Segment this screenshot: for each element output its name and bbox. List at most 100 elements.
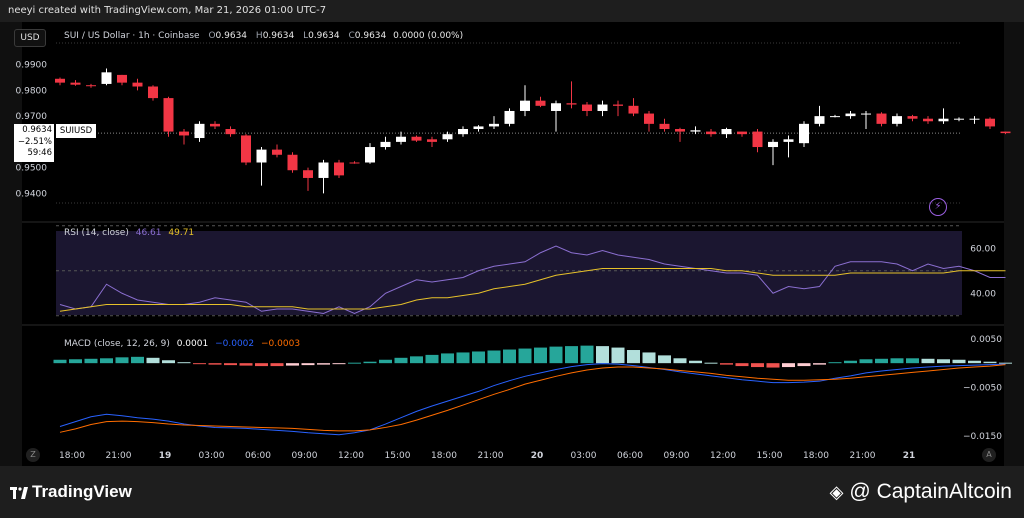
price-tick-label: 0.9400 [16,189,48,199]
macd-histogram-bar [534,347,547,364]
candle-body [303,170,313,178]
high-value: 0.9634 [262,31,295,41]
candle-body [721,129,732,135]
macd-histogram-bar [503,349,516,364]
candle-body [194,123,205,139]
tradingview-text: TradingView [32,482,132,501]
candle-body [923,118,933,122]
macd-histogram-bar [875,358,888,364]
time-tick-label: 18:00 [59,451,85,461]
last-price-box: 0.9634 −2.51% 59:46 [14,124,54,162]
candle-body [954,118,964,120]
macd-legend: MACD (close, 12, 26, 9) 0.0001 −0.0002 −… [64,339,300,349]
bar-countdown: 59:46 [27,148,53,158]
candle-body [504,110,515,124]
candle-body [969,118,980,120]
candle-body [349,162,360,164]
lightning-icon[interactable]: ⚡ [929,198,947,216]
macd-histogram-bar [193,363,206,365]
macd-legend-hist: 0.0001 [176,339,209,349]
macd-histogram-bar [270,363,284,367]
candle-body [334,162,344,176]
candle-body [690,130,701,132]
currency-badge[interactable]: USD [14,29,46,47]
candle-body [318,162,329,178]
last-price: 0.9634 [22,125,52,135]
candle-body [225,129,236,135]
captainaltcoin-logo: ◈ @ CaptainAltcoin [830,480,1012,504]
last-change: −2.51% [17,136,52,147]
chart-attribution: neeyi created with TradingView.com, Mar … [8,5,327,16]
macd-tick-label: 0.0050 [971,335,1003,345]
macd-histogram-bar [379,359,392,364]
time-tick-label: 09:00 [664,451,690,461]
candle-body [256,149,267,163]
candle-body [520,100,530,111]
candle-body [272,149,282,155]
candle-body [551,103,561,111]
candle-body [458,129,468,135]
macd-line [59,363,1006,436]
tradingview-mark-icon [10,482,28,502]
candle-body [163,98,174,132]
macd-histogram-bar [627,350,640,364]
change-value: 0.0000 (0.00%) [393,31,464,41]
candle-body [241,135,251,163]
tradingview-logo: TradingView [10,482,132,502]
macd-histogram-bar [255,363,268,367]
macd-histogram-bar [301,363,315,366]
macd-histogram-bar [611,347,625,364]
low-key: L [303,31,309,41]
macd-histogram-bar [704,362,718,364]
macd-histogram-bar [177,362,191,364]
time-tick-label: 12:00 [338,451,364,461]
corner-right[interactable]: A [982,448,996,462]
candle-body [287,154,298,171]
candle-body [582,104,592,111]
candle-body [473,126,484,130]
symbol-tag: SUIUSD [56,124,96,138]
candle-body [799,123,809,144]
candle-body [597,104,608,111]
candle-body [907,116,918,119]
candle-body [752,131,763,148]
candle-body [489,123,499,127]
macd-histogram-bar [472,351,485,364]
macd-histogram-bar [332,363,346,365]
macd-histogram-bar [425,354,439,364]
macd-histogram-bar [890,358,904,364]
macd-histogram-bar [844,360,857,364]
close-key: C [348,31,355,41]
rsi-legend-ma: 49.71 [168,228,195,238]
price-tick-label: 0.9900 [16,61,48,71]
macd-tick-label: −0.0150 [963,432,1002,442]
macd-tick-label: −0.0050 [963,384,1002,394]
top-bar: neeyi created with TradingView.com, Mar … [0,0,1024,22]
captainaltcoin-name: CaptainAltcoin [876,480,1012,503]
candle-body [210,123,220,127]
candle-body [535,100,546,106]
time-tick-label: 06:00 [617,451,643,461]
time-tick-label: 18:00 [431,451,457,461]
macd-histogram-bar [286,363,299,366]
macd-histogram-bar [797,363,811,367]
rsi-legend-value: 46.61 [135,228,162,238]
macd-legend-signal: −0.0003 [261,339,301,349]
macd-histogram-bar [224,363,237,366]
price-tick-label: 0.9500 [16,164,48,174]
candle-body [876,113,887,124]
macd-histogram-bar [735,363,749,367]
corner-left[interactable]: Z [26,448,40,462]
candle-body [132,82,143,87]
signal-line [59,364,1006,433]
candle-body [861,113,871,115]
candle-body [442,134,453,140]
time-tick-label: 20 [531,451,544,461]
candle-body [613,104,623,106]
macd-histogram-bar [518,348,532,364]
macd-histogram-bar [146,357,160,364]
candle-body [985,118,995,127]
time-tick-label: 03:00 [199,451,225,461]
candle-body [814,116,825,124]
